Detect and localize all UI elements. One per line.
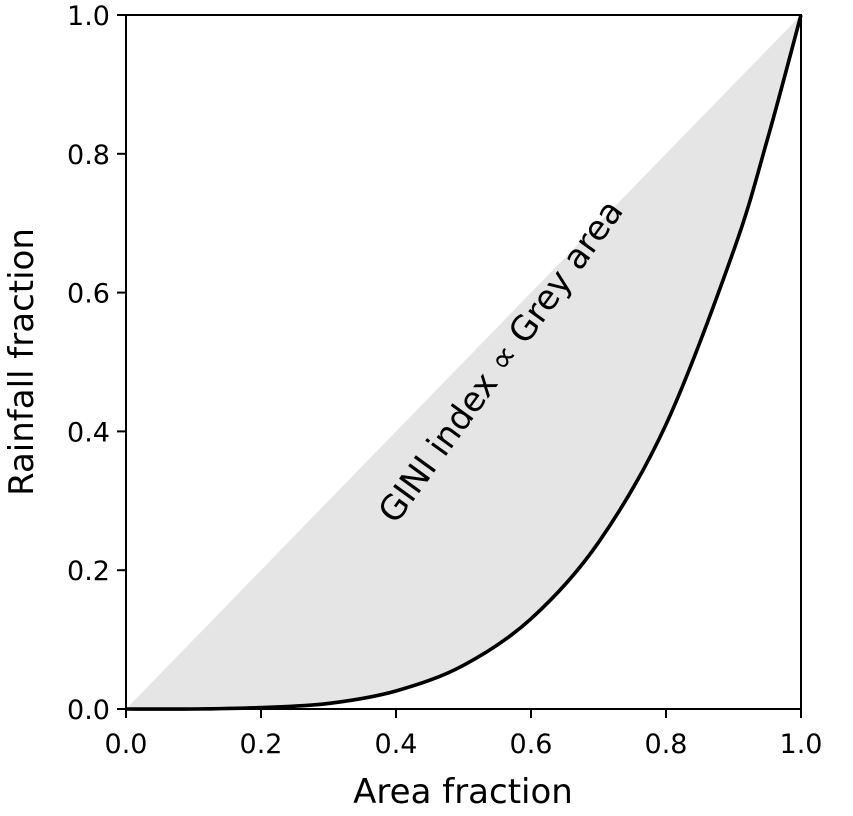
- y-tick-label: 0.0: [67, 695, 110, 726]
- x-tick-label: 0.0: [105, 729, 148, 760]
- x-tick-label: 1.0: [780, 729, 823, 760]
- x-tick-label: 0.2: [240, 729, 283, 760]
- lorenz-curve: [125, 14, 803, 711]
- plot-area: [125, 14, 803, 711]
- x-axis-ticks: 0.0 0.2 0.4 0.6 0.8 1.0: [105, 709, 823, 760]
- grey-area: [126, 15, 801, 710]
- x-tick-label: 0.4: [375, 729, 418, 760]
- y-tick-label: 0.4: [67, 417, 110, 448]
- y-axis-label: Rainfall fraction: [2, 228, 42, 496]
- axes-frame: [125, 14, 802, 710]
- x-tick-label: 0.8: [645, 729, 688, 760]
- y-tick-label: 0.8: [67, 140, 110, 171]
- y-tick-label: 0.2: [67, 556, 110, 587]
- x-axis-label: Area fraction: [353, 772, 573, 812]
- y-axis-ticks: 0.0 0.2 0.4 0.6 0.8 1.0: [67, 1, 126, 726]
- y-tick-label: 0.6: [67, 279, 110, 310]
- x-tick-label: 0.6: [510, 729, 553, 760]
- y-tick-label: 1.0: [67, 1, 110, 32]
